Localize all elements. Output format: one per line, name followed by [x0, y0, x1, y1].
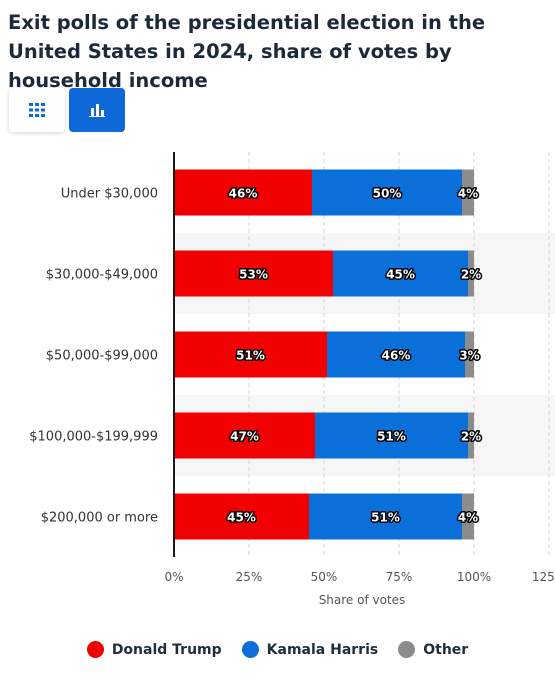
x-tick-label: 75%	[386, 570, 413, 584]
legend-swatch-harris	[241, 641, 259, 658]
legend-label-harris: Kamala Harris	[266, 641, 379, 658]
data-label: 47%	[230, 430, 259, 444]
legend-label-other: Other	[423, 641, 469, 658]
bar-segment	[315, 412, 468, 459]
bar-segment	[309, 493, 462, 540]
data-label: 45%	[227, 511, 256, 525]
category-label: Under $30,000	[61, 187, 158, 202]
data-label: 51%	[371, 511, 400, 525]
legend-label-trump: Donald Trump	[111, 641, 222, 658]
x-tick-label: 25%	[236, 570, 263, 584]
data-label: 53%	[239, 268, 268, 282]
bar-segment	[174, 331, 327, 378]
chart-title: Exit polls of the presidential election …	[8, 11, 486, 92]
category-label: $100,000-$199,999	[29, 430, 158, 445]
bar-chart-icon	[89, 104, 105, 117]
data-label: 50%	[373, 187, 402, 201]
bar-segment	[462, 493, 474, 540]
category-label: $50,000-$99,000	[46, 349, 158, 364]
legend-swatch-other	[398, 641, 416, 658]
x-tick-label: 0%	[164, 570, 183, 584]
bar-segment	[174, 493, 309, 540]
data-label: 46%	[382, 349, 411, 363]
bar-segment	[468, 412, 474, 459]
category-label: $200,000 or more	[41, 511, 158, 526]
bar-segment	[462, 169, 474, 216]
bar-segment	[174, 169, 312, 216]
table-grid-icon	[29, 103, 45, 117]
bar-segment	[174, 412, 315, 459]
x-tick-label: 125%	[532, 570, 555, 584]
legend-swatch-trump	[86, 641, 104, 658]
data-label: 2%	[461, 430, 481, 444]
data-label: 3%	[459, 349, 479, 363]
data-label: 51%	[236, 349, 265, 363]
data-label: 4%	[458, 511, 478, 525]
data-label: 2%	[461, 268, 481, 282]
bar-segment	[174, 250, 333, 297]
chart-view-button[interactable]	[69, 88, 125, 132]
data-label: 46%	[229, 187, 258, 201]
bar-chart: Under $30,000 $30,000-$49,000 $50,000-$99,…	[29, 152, 555, 607]
legend-item-trump[interactable]: Donald Trump	[86, 641, 222, 658]
data-label: 51%	[377, 430, 406, 444]
data-label: 4%	[458, 187, 478, 201]
bar-segment	[465, 331, 474, 378]
data-label: 45%	[386, 268, 415, 282]
bar-segment	[333, 250, 468, 297]
legend-item-other[interactable]: Other	[398, 641, 468, 658]
x-tick-label: 50%	[311, 570, 338, 584]
legend-item-harris[interactable]: Kamala Harris	[241, 641, 379, 658]
x-tick-label: 100%	[457, 570, 491, 584]
x-axis-label: Share of votes	[319, 593, 406, 607]
category-label: $30,000-$49,000	[46, 268, 158, 283]
bar-segment	[327, 331, 465, 378]
legend: Donald Trump Kamala Harris Other	[0, 641, 555, 658]
bar-segment	[312, 169, 462, 216]
bar-segment	[468, 250, 474, 297]
table-view-button[interactable]	[9, 88, 65, 132]
